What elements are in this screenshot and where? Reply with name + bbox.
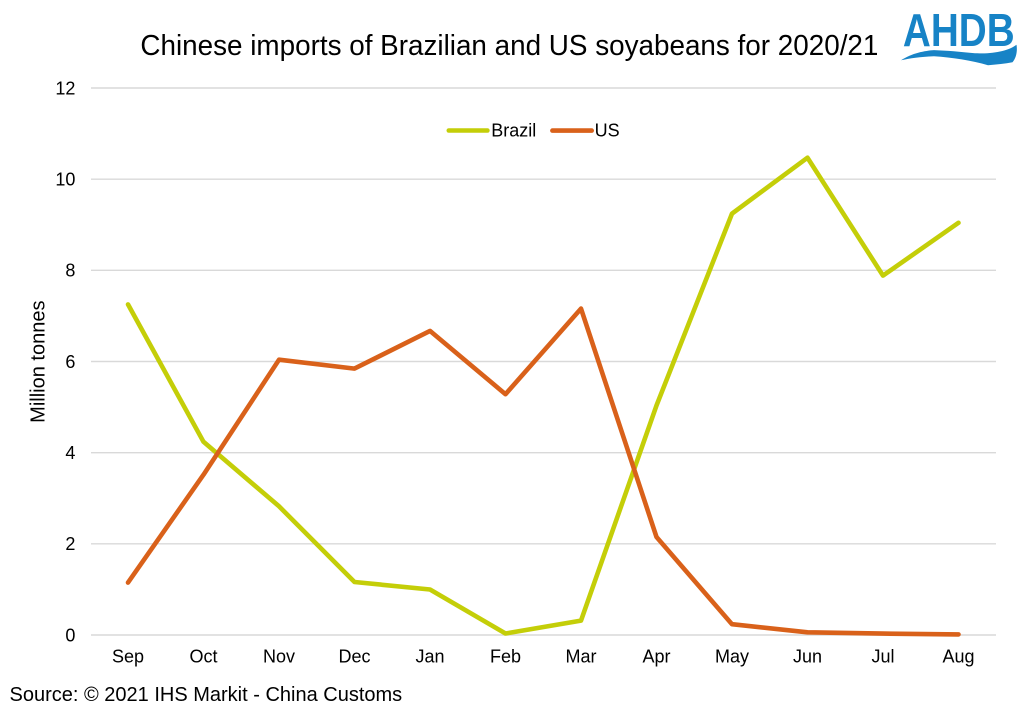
svg-text:4: 4: [65, 443, 75, 463]
svg-text:Jul: Jul: [871, 647, 894, 667]
svg-text:Apr: Apr: [642, 647, 670, 667]
svg-text:2: 2: [65, 534, 75, 554]
svg-text:Jun: Jun: [793, 647, 822, 667]
svg-text:May: May: [715, 647, 749, 667]
svg-text:Dec: Dec: [338, 647, 370, 667]
svg-text:Nov: Nov: [263, 647, 295, 667]
svg-text:Jan: Jan: [415, 647, 444, 667]
svg-text:Oct: Oct: [189, 647, 217, 667]
svg-text:US: US: [595, 121, 620, 141]
svg-text:Aug: Aug: [942, 647, 974, 667]
svg-text:AHDB: AHDB: [903, 4, 1015, 56]
svg-text:0: 0: [65, 625, 75, 645]
svg-text:Sep: Sep: [112, 647, 144, 667]
svg-text:8: 8: [65, 261, 75, 281]
svg-text:12: 12: [55, 78, 75, 98]
svg-text:Source: © 2021 IHS Markit - Ch: Source: © 2021 IHS Markit - China Custom…: [10, 684, 403, 706]
svg-text:Million tonnes: Million tonnes: [28, 301, 50, 423]
svg-text:Mar: Mar: [566, 647, 597, 667]
svg-text:Brazil: Brazil: [491, 121, 536, 141]
svg-text:6: 6: [65, 352, 75, 372]
svg-text:10: 10: [55, 170, 75, 190]
svg-text:Chinese imports of Brazilian a: Chinese imports of Brazilian and US soya…: [140, 30, 878, 62]
svg-text:Feb: Feb: [490, 647, 521, 667]
